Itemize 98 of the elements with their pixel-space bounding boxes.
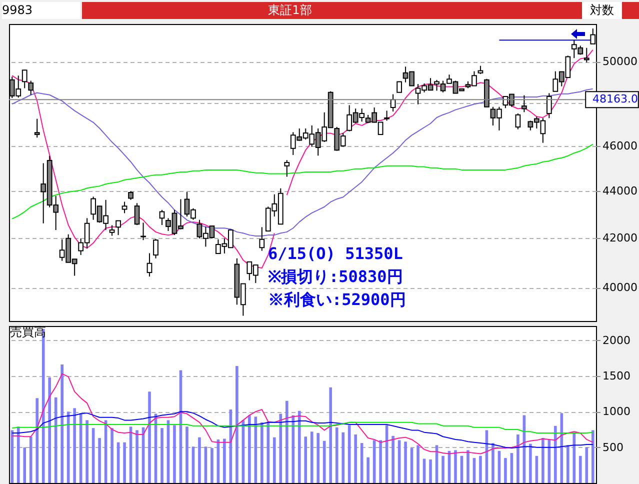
bar	[366, 457, 370, 483]
bar	[10, 430, 14, 483]
y-tick-label: 1500	[602, 369, 630, 382]
bar	[404, 442, 407, 483]
y-tick-label: 46000	[602, 140, 638, 153]
y-tick-label: 40000	[602, 281, 638, 294]
bar	[248, 415, 251, 483]
bar	[198, 437, 201, 483]
bar	[48, 377, 51, 483]
bar	[572, 432, 576, 483]
annotation: ※利食い:52900円	[268, 290, 406, 309]
bar	[285, 400, 288, 483]
bar	[492, 443, 494, 483]
bar	[342, 432, 344, 483]
y-tick-label: 500	[602, 440, 624, 454]
bar	[60, 364, 64, 483]
bar	[16, 426, 20, 483]
annotation: ※損切り:50830円	[268, 267, 403, 286]
candlestick	[159, 209, 165, 226]
bar	[298, 410, 301, 483]
bar	[516, 434, 520, 483]
bar	[322, 440, 326, 483]
bar	[554, 426, 557, 483]
annotation: 6/15(O) 51350L	[268, 244, 403, 263]
bar	[136, 430, 138, 483]
candlestick	[116, 220, 121, 236]
bar	[429, 459, 432, 483]
line-series	[12, 88, 594, 237]
bar	[542, 438, 544, 483]
candlestick	[546, 92, 552, 119]
bar	[186, 426, 188, 483]
bar	[442, 456, 444, 483]
candlestick	[584, 47, 590, 63]
bar	[335, 427, 338, 483]
bar	[416, 445, 420, 483]
bar	[123, 442, 126, 483]
bar	[354, 434, 357, 483]
y-axis-title: 売買高	[10, 324, 46, 341]
line-series	[12, 422, 594, 434]
bar	[98, 438, 101, 483]
bar	[266, 422, 270, 483]
candlestick	[153, 238, 158, 259]
bar	[304, 436, 308, 483]
bar	[560, 413, 564, 483]
bar	[566, 445, 570, 483]
bar	[292, 415, 295, 483]
text: 対数	[582, 2, 622, 19]
bar	[529, 444, 532, 483]
chart-title: 9983	[2, 2, 80, 19]
candlestick	[284, 160, 290, 178]
bar	[392, 436, 394, 483]
bar	[260, 422, 264, 483]
y-tick-label: 42000	[602, 232, 638, 245]
candlestick	[134, 202, 140, 226]
candlestick	[109, 224, 115, 236]
candlestick	[384, 110, 390, 122]
bar	[36, 398, 39, 483]
chart-subtitle: 東証1部	[267, 2, 313, 19]
bar	[279, 414, 282, 483]
bar	[379, 440, 382, 483]
bar	[173, 425, 176, 483]
y-tick-label: 2000	[602, 334, 630, 347]
line-series	[12, 373, 594, 454]
bar	[310, 432, 314, 483]
bar	[210, 448, 214, 483]
bar	[479, 456, 482, 483]
bar	[422, 458, 426, 483]
line-series	[12, 411, 594, 449]
bar	[236, 366, 238, 483]
candlestick	[259, 226, 265, 252]
y-tick-label: 50000	[602, 55, 638, 68]
bar	[148, 392, 151, 483]
bar	[329, 387, 332, 483]
bar	[578, 456, 582, 483]
candlestick	[28, 80, 34, 96]
bar	[23, 447, 26, 483]
bar	[316, 433, 320, 483]
bar	[454, 450, 457, 483]
bar	[86, 420, 88, 483]
bar	[160, 428, 164, 483]
line-series	[12, 144, 594, 220]
candlestick	[22, 69, 28, 89]
bar	[504, 458, 507, 483]
candlestick	[515, 112, 521, 130]
bar	[466, 450, 470, 483]
candlestick	[34, 118, 40, 138]
bar	[272, 437, 276, 483]
y-tick-label: 44000	[602, 184, 638, 198]
bar	[29, 436, 32, 483]
bar	[223, 438, 226, 483]
bar	[110, 428, 114, 483]
bar	[585, 447, 588, 483]
bar	[591, 430, 594, 483]
candlestick	[146, 252, 152, 277]
bar	[73, 408, 76, 483]
ref-line-label: 48163.0	[592, 92, 638, 106]
y-tick-label: 1000	[602, 405, 630, 418]
candlestick	[122, 201, 128, 214]
